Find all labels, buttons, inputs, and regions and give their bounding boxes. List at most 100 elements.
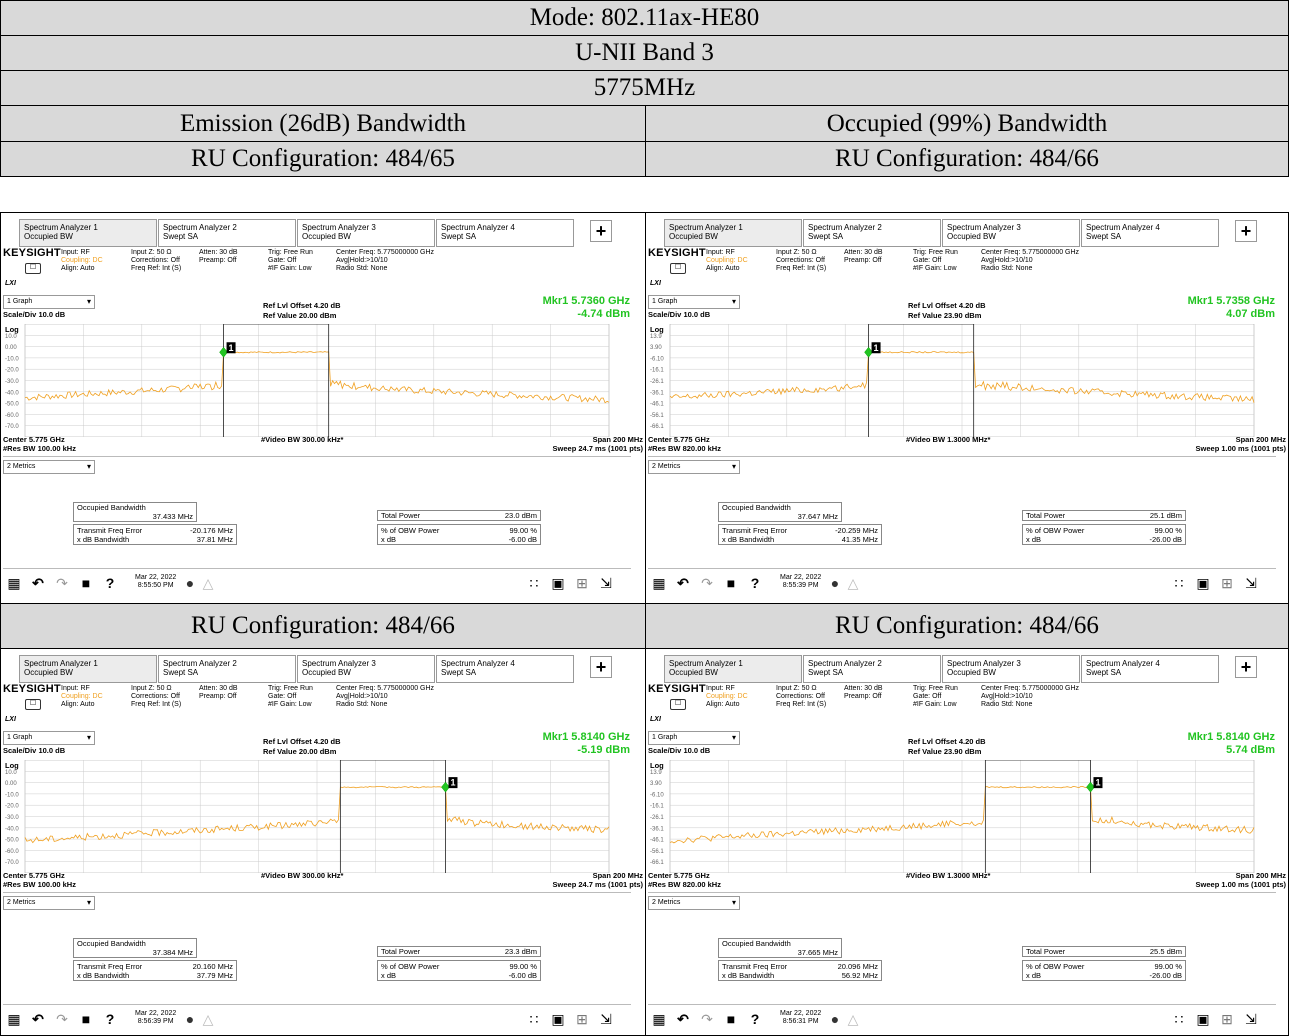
message-icon[interactable]: ● bbox=[830, 575, 840, 591]
metrics-dropdown[interactable]: 2 Metrics bbox=[648, 460, 740, 474]
help-icon[interactable]: ? bbox=[105, 1011, 115, 1027]
attenuation-settings[interactable]: Atten: 30 dB Preamp: Off bbox=[199, 685, 238, 701]
windows-icon[interactable]: ▦ bbox=[7, 575, 21, 591]
attenuation-settings[interactable]: Atten: 30 dB Preamp: Off bbox=[199, 249, 238, 265]
tab-spectrum-analyzer-4[interactable]: Spectrum Analyzer 4 Swept SA bbox=[436, 655, 574, 683]
tab-spectrum-analyzer-4[interactable]: Spectrum Analyzer 4 Swept SA bbox=[1081, 655, 1219, 683]
window-layout-icon[interactable]: ⊞ bbox=[1221, 1011, 1233, 1027]
tab-spectrum-analyzer-2[interactable]: Spectrum Analyzer 2 Swept SA bbox=[158, 219, 296, 247]
tab-spectrum-analyzer-1[interactable]: Spectrum Analyzer 1 Occupied BW bbox=[664, 219, 802, 247]
touch-icon[interactable]: ▣ bbox=[1196, 575, 1210, 591]
grid-dots-icon[interactable]: ∷ bbox=[1174, 575, 1184, 591]
undo-icon[interactable]: ↶ bbox=[677, 1011, 689, 1027]
tab-spectrum-analyzer-1[interactable]: Spectrum Analyzer 1 Occupied BW bbox=[19, 655, 157, 683]
folder-icon[interactable]: ■ bbox=[81, 1011, 91, 1027]
input-impedance-settings[interactable]: Input Z: 50 Ω Corrections: Off Freq Ref: I… bbox=[131, 685, 181, 709]
redo-icon[interactable]: ↷ bbox=[701, 1011, 713, 1027]
touch-icon[interactable]: ▣ bbox=[1196, 1011, 1210, 1027]
tab-spectrum-analyzer-3[interactable]: Spectrum Analyzer 3 Occupied BW bbox=[942, 219, 1080, 247]
graph-view-dropdown[interactable]: 1 Graph bbox=[648, 295, 740, 309]
message-icon[interactable]: ● bbox=[830, 1011, 840, 1027]
grid-dots-icon[interactable]: ∷ bbox=[1174, 1011, 1184, 1027]
input-settings[interactable]: Input: RF Coupling: DC Align: Auto bbox=[706, 685, 748, 709]
message-icon[interactable]: ● bbox=[185, 575, 195, 591]
undo-icon[interactable]: ↶ bbox=[677, 575, 689, 591]
windows-icon[interactable]: ▦ bbox=[652, 1011, 666, 1027]
local-icon[interactable]: ☐ bbox=[670, 699, 686, 710]
redo-icon[interactable]: ↷ bbox=[56, 1011, 68, 1027]
tab-spectrum-analyzer-1[interactable]: Spectrum Analyzer 1 Occupied BW bbox=[19, 219, 157, 247]
frequency-settings[interactable]: Center Freq: 5.775000000 GHz Avg|Hold:>10… bbox=[981, 685, 1079, 709]
folder-icon[interactable]: ■ bbox=[81, 575, 91, 591]
fullscreen-icon[interactable]: ⇲ bbox=[1245, 1011, 1257, 1027]
grid-dots-icon[interactable]: ∷ bbox=[529, 1011, 539, 1027]
windows-icon[interactable]: ▦ bbox=[7, 1011, 21, 1027]
trigger-settings[interactable]: Trig: Free Run Gate: Off #IF Gain: Low bbox=[913, 249, 958, 273]
undo-icon[interactable]: ↶ bbox=[32, 1011, 44, 1027]
grid-dots-icon[interactable]: ∷ bbox=[529, 575, 539, 591]
windows-icon[interactable]: ▦ bbox=[652, 575, 666, 591]
add-screen-button[interactable]: + bbox=[590, 220, 612, 242]
warning-icon[interactable]: △ bbox=[847, 575, 859, 591]
touch-icon[interactable]: ▣ bbox=[551, 575, 565, 591]
local-icon[interactable]: ☐ bbox=[25, 699, 41, 710]
input-impedance-settings[interactable]: Input Z: 50 Ω Corrections: Off Freq Ref: I… bbox=[776, 685, 826, 709]
trigger-settings[interactable]: Trig: Free Run Gate: Off #IF Gain: Low bbox=[913, 685, 958, 709]
add-screen-button[interactable]: + bbox=[590, 656, 612, 678]
metrics-dropdown[interactable]: 2 Metrics bbox=[3, 460, 95, 474]
graph-view-dropdown[interactable]: 1 Graph bbox=[3, 295, 95, 309]
tab-spectrum-analyzer-2[interactable]: Spectrum Analyzer 2 Swept SA bbox=[803, 655, 941, 683]
help-icon[interactable]: ? bbox=[105, 575, 115, 591]
input-settings[interactable]: Input: RF Coupling: DC Align: Auto bbox=[61, 685, 103, 709]
tab-spectrum-analyzer-2[interactable]: Spectrum Analyzer 2 Swept SA bbox=[803, 219, 941, 247]
warning-icon[interactable]: △ bbox=[202, 1011, 214, 1027]
trigger-settings[interactable]: Trig: Free Run Gate: Off #IF Gain: Low bbox=[268, 249, 313, 273]
redo-icon[interactable]: ↷ bbox=[701, 575, 713, 591]
fullscreen-icon[interactable]: ⇲ bbox=[1245, 575, 1257, 591]
attenuation-settings[interactable]: Atten: 30 dB Preamp: Off bbox=[844, 249, 883, 265]
frequency-settings[interactable]: Center Freq: 5.775000000 GHz Avg|Hold:>10… bbox=[336, 249, 434, 273]
attenuation-settings[interactable]: Atten: 30 dB Preamp: Off bbox=[844, 685, 883, 701]
fullscreen-icon[interactable]: ⇲ bbox=[600, 575, 612, 591]
add-screen-button[interactable]: + bbox=[1235, 656, 1257, 678]
tab-spectrum-analyzer-3[interactable]: Spectrum Analyzer 3 Occupied BW bbox=[942, 655, 1080, 683]
tab-spectrum-analyzer-4[interactable]: Spectrum Analyzer 4 Swept SA bbox=[436, 219, 574, 247]
frequency-settings[interactable]: Center Freq: 5.775000000 GHz Avg|Hold:>10… bbox=[981, 249, 1079, 273]
add-screen-button[interactable]: + bbox=[1235, 220, 1257, 242]
message-icon[interactable]: ● bbox=[185, 1011, 195, 1027]
trigger-settings[interactable]: Trig: Free Run Gate: Off #IF Gain: Low bbox=[268, 685, 313, 709]
help-icon[interactable]: ? bbox=[750, 575, 760, 591]
input-impedance-settings[interactable]: Input Z: 50 Ω Corrections: Off Freq Ref: I… bbox=[776, 249, 826, 273]
metrics-dropdown[interactable]: 2 Metrics bbox=[3, 896, 95, 910]
fullscreen-icon[interactable]: ⇲ bbox=[600, 1011, 612, 1027]
input-settings[interactable]: Input: RF Coupling: DC Align: Auto bbox=[706, 249, 748, 273]
tab-spectrum-analyzer-1[interactable]: Spectrum Analyzer 1 Occupied BW bbox=[664, 655, 802, 683]
redo-icon[interactable]: ↷ bbox=[56, 575, 68, 591]
folder-icon[interactable]: ■ bbox=[726, 1011, 736, 1027]
window-layout-icon[interactable]: ⊞ bbox=[576, 575, 588, 591]
input-settings[interactable]: Input: RF Coupling: DC Align: Auto bbox=[61, 249, 103, 273]
window-layout-icon[interactable]: ⊞ bbox=[1221, 575, 1233, 591]
local-icon[interactable]: ☐ bbox=[670, 263, 686, 274]
undo-icon[interactable]: ↶ bbox=[32, 575, 44, 591]
tab-spectrum-analyzer-3[interactable]: Spectrum Analyzer 3 Occupied BW bbox=[297, 219, 435, 247]
touch-icon[interactable]: ▣ bbox=[551, 1011, 565, 1027]
metrics-dropdown[interactable]: 2 Metrics bbox=[648, 896, 740, 910]
tab-spectrum-analyzer-2[interactable]: Spectrum Analyzer 2 Swept SA bbox=[158, 655, 296, 683]
graph-view-dropdown[interactable]: 1 Graph bbox=[3, 731, 95, 745]
folder-icon[interactable]: ■ bbox=[726, 575, 736, 591]
warning-icon[interactable]: △ bbox=[847, 1011, 859, 1027]
input-impedance-settings[interactable]: Input Z: 50 Ω Corrections: Off Freq Ref: I… bbox=[131, 249, 181, 273]
help-icon[interactable]: ? bbox=[750, 1011, 760, 1027]
tab-spectrum-analyzer-4[interactable]: Spectrum Analyzer 4 Swept SA bbox=[1081, 219, 1219, 247]
window-layout-icon[interactable]: ⊞ bbox=[576, 1011, 588, 1027]
local-icon[interactable]: ☐ bbox=[25, 263, 41, 274]
frequency-settings[interactable]: Center Freq: 5.775000000 GHz Avg|Hold:>10… bbox=[336, 685, 434, 709]
tab-spectrum-analyzer-3[interactable]: Spectrum Analyzer 3 Occupied BW bbox=[297, 655, 435, 683]
graph-view-dropdown[interactable]: 1 Graph bbox=[648, 731, 740, 745]
warning-icon[interactable]: △ bbox=[202, 575, 214, 591]
